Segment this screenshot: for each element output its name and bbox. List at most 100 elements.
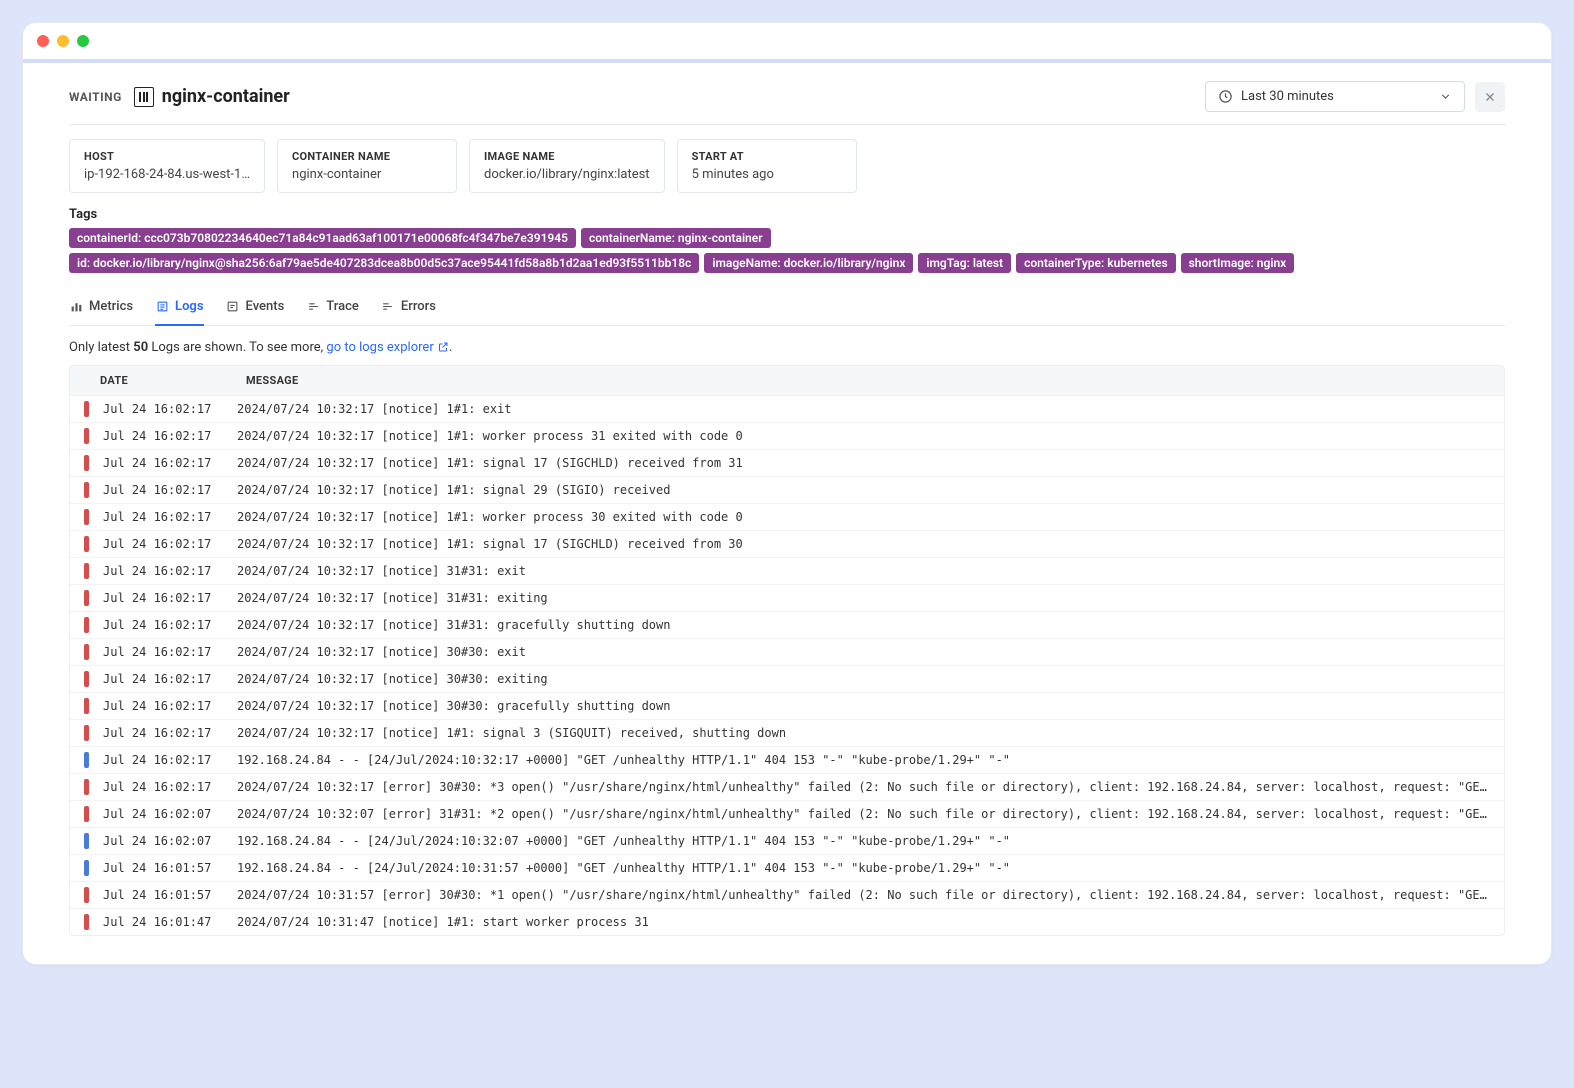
log-date: Jul 24 16:01:47 (103, 915, 223, 929)
log-row[interactable]: Jul 24 16:02:172024/07/24 10:32:17 [noti… (70, 422, 1504, 449)
log-row[interactable]: Jul 24 16:02:172024/07/24 10:32:17 [noti… (70, 395, 1504, 422)
tab-errors-label: Errors (401, 299, 436, 314)
card-label: HOST (84, 150, 250, 163)
severity-indicator (84, 401, 89, 417)
logs-info-middle: Logs are shown. To see more, (148, 340, 326, 355)
log-row[interactable]: Jul 24 16:02:172024/07/24 10:32:17 [noti… (70, 557, 1504, 584)
log-message: 2024/07/24 10:32:17 [notice] 1#1: signal… (237, 726, 786, 740)
window-titlebar (23, 23, 1551, 59)
log-message: 2024/07/24 10:32:17 [notice] 31#31: exit (237, 564, 526, 578)
window-maximize-dot[interactable] (77, 35, 89, 47)
log-message: 2024/07/24 10:31:57 [error] 30#30: *1 op… (237, 888, 1487, 902)
severity-indicator (84, 833, 89, 849)
log-date: Jul 24 16:02:17 (103, 456, 223, 470)
logs-table: DATE MESSAGE Jul 24 16:02:172024/07/24 1… (69, 365, 1505, 936)
log-row[interactable]: Jul 24 16:02:17 2024/07/24 10:32:17 [noti… (70, 476, 1504, 503)
page-header: WAITING nginx-container Last 30 minutes (69, 81, 1505, 125)
log-row[interactable]: Jul 24 16:02:172024/07/24 10:32:17 [noti… (70, 692, 1504, 719)
severity-indicator (84, 860, 89, 876)
log-row[interactable]: Jul 24 16:02:172024/07/24 10:32:17 [noti… (70, 584, 1504, 611)
card-value: docker.io/library/nginx:latest (484, 167, 650, 182)
log-message: 2024/07/24 10:32:17 [notice] 1#1: signal… (237, 483, 670, 497)
log-row[interactable]: Jul 24 16:02:172024/07/24 10:32:17 [erro… (70, 773, 1504, 800)
window-minimize-dot[interactable] (57, 35, 69, 47)
log-row[interactable]: Jul 24 16:01:47 2024/07/24 10:31:47 [noti… (70, 908, 1504, 935)
tag-pill[interactable]: containerId: ccc073b70802234640ec71a84c9… (69, 228, 576, 248)
log-row[interactable]: Jul 24 16:02:17 2024/07/24 10:32:17 [noti… (70, 719, 1504, 746)
severity-indicator (84, 752, 89, 768)
log-row[interactable]: Jul 24 16:02:17 2024/07/24 10:32:17 [noti… (70, 665, 1504, 692)
info-card: START AT 5 minutes ago (677, 139, 857, 193)
log-date: Jul 24 16:02:17 (103, 645, 223, 659)
log-message: 2024/07/24 10:32:17 [notice] 1#1: exit (237, 402, 512, 416)
col-message: MESSAGE (246, 374, 298, 387)
log-date: Jul 24 16:02:17 (103, 591, 223, 605)
severity-indicator (84, 698, 89, 714)
log-row[interactable]: Jul 24 16:01:57192.168.24.84 - - [24/Jul… (70, 854, 1504, 881)
severity-indicator (84, 725, 89, 741)
tag-pill[interactable]: shortImage: nginx (1181, 253, 1295, 273)
tab-events[interactable]: Events (226, 293, 285, 326)
tab-logs-label: Logs (175, 299, 203, 314)
info-card: IMAGE NAMEdocker.io/library/nginx:latest (469, 139, 665, 193)
chart-icon (69, 300, 83, 314)
tag-pill[interactable]: imgTag: latest (918, 253, 1011, 273)
tags-row-2: id: docker.io/library/nginx@sha256:6af79… (69, 253, 1505, 273)
external-link-icon (437, 341, 449, 353)
severity-indicator (84, 617, 89, 633)
card-value: 5 minutes ago (692, 167, 842, 182)
severity-indicator (84, 644, 89, 660)
close-panel-button[interactable] (1475, 82, 1505, 112)
header-left: WAITING nginx-container (69, 86, 290, 107)
container-icon (134, 87, 154, 107)
logs-info-prefix: Only latest (69, 340, 133, 355)
log-row[interactable]: Jul 24 16:02:172024/07/24 10:32:17 [noti… (70, 530, 1504, 557)
tab-metrics-label: Metrics (89, 299, 133, 314)
log-row[interactable]: Jul 24 16:02:172024/07/24 10:32:17 [noti… (70, 449, 1504, 476)
tags-row-1: containerId: ccc073b70802234640ec71a84c9… (69, 228, 1505, 248)
log-row[interactable]: Jul 24 16:02:172024/07/24 10:32:17 [noti… (70, 503, 1504, 530)
log-row[interactable]: Jul 24 16:02:172024/07/24 10:32:17 [noti… (70, 611, 1504, 638)
log-message: 2024/07/24 10:32:07 [error] 31#31: *2 op… (237, 807, 1487, 821)
events-icon (226, 300, 240, 314)
log-row[interactable]: Jul 24 16:02:17192.168.24.84 - - [24/Jul… (70, 746, 1504, 773)
log-row[interactable]: Jul 24 16:02:07 192.168.24.84 - - [24/Jul… (70, 827, 1504, 854)
log-row[interactable]: Jul 24 16:02:072024/07/24 10:32:07 [erro… (70, 800, 1504, 827)
tags-heading: Tags (69, 207, 1505, 222)
tag-pill[interactable]: id: docker.io/library/nginx@sha256:6af79… (69, 253, 699, 273)
log-date: Jul 24 16:02:17 (103, 699, 223, 713)
severity-indicator (84, 536, 89, 552)
log-row[interactable]: Jul 24 16:01:57 2024/07/24 10:31:57 [erro… (70, 881, 1504, 908)
errors-icon (381, 300, 395, 314)
tag-pill[interactable]: containerName: nginx-container (581, 228, 771, 248)
severity-indicator (84, 563, 89, 579)
tag-pill[interactable]: containerType: kubernetes (1016, 253, 1176, 273)
log-message: 2024/07/24 10:32:17 [notice] 30#30: exit… (237, 672, 548, 686)
log-date: Jul 24 16:02:07 (103, 834, 223, 848)
log-date: Jul 24 16:02:17 (103, 726, 223, 740)
log-message: 2024/07/24 10:32:17 [notice] 30#30: exit (237, 645, 526, 659)
tab-trace[interactable]: Trace (306, 293, 359, 326)
log-date: Jul 24 16:02:17 (103, 483, 223, 497)
window-close-dot[interactable] (37, 35, 49, 47)
page-title: nginx-container (162, 86, 290, 107)
log-date: Jul 24 16:01:57 (103, 888, 223, 902)
log-date: Jul 24 16:02:17 (103, 672, 223, 686)
log-message: 192.168.24.84 - - [24/Jul/2024:10:32:07 … (237, 834, 1010, 848)
severity-indicator (84, 671, 89, 687)
severity-indicator (84, 806, 89, 822)
log-date: Jul 24 16:02:17 (103, 618, 223, 632)
log-row[interactable]: Jul 24 16:02:17 2024/07/24 10:32:17 [noti… (70, 638, 1504, 665)
logs-explorer-link[interactable]: go to logs explorer (326, 340, 449, 355)
logs-table-body: Jul 24 16:02:17 2024/07/24 10:32:17 [noti… (70, 395, 1504, 935)
log-message: 2024/07/24 10:31:47 [notice] 1#1: start … (237, 915, 649, 929)
tab-logs[interactable]: Logs (155, 293, 203, 326)
time-range-picker[interactable]: Last 30 minutes (1205, 81, 1465, 112)
tab-metrics[interactable]: Metrics (69, 293, 133, 326)
tab-errors[interactable]: Errors (381, 293, 436, 326)
severity-indicator (84, 887, 89, 903)
status-badge: WAITING (69, 90, 122, 104)
card-label: START AT (692, 150, 842, 163)
tag-pill[interactable]: imageName: docker.io/library/nginx (704, 253, 913, 273)
tab-trace-label: Trace (326, 299, 359, 314)
